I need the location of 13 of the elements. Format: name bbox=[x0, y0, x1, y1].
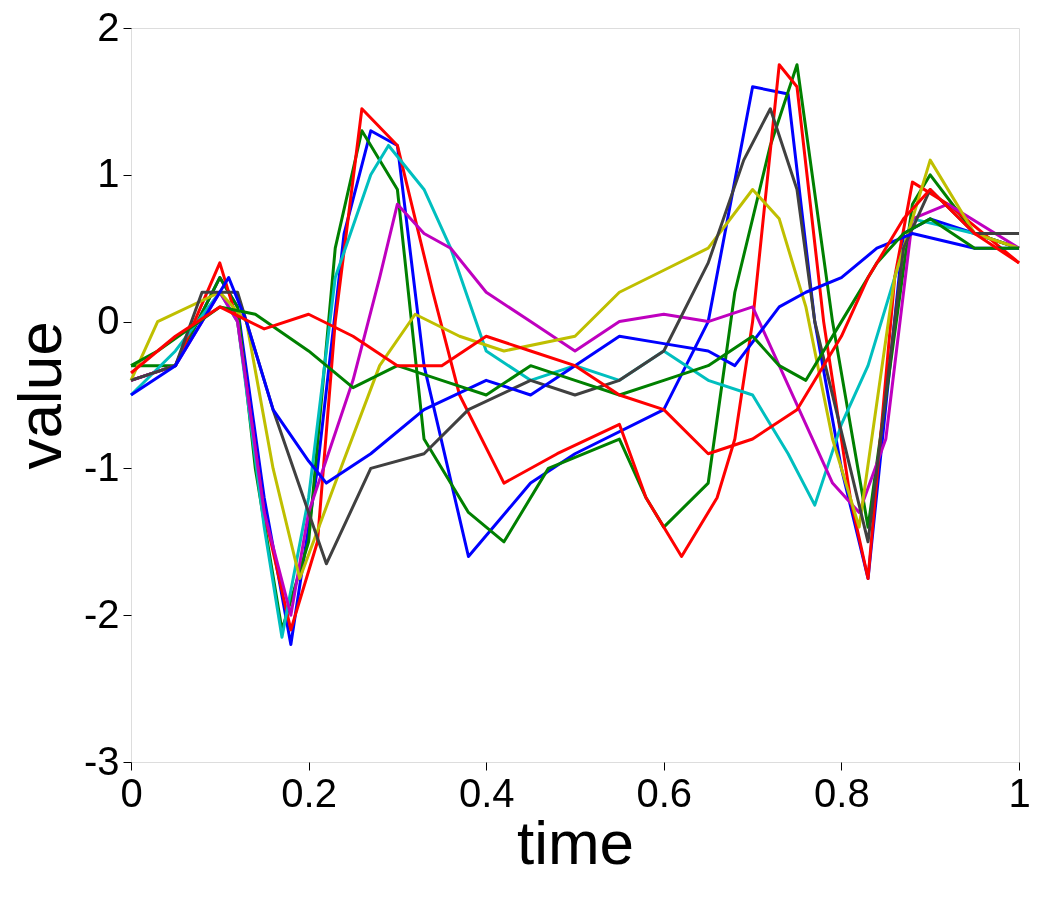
y-tick-label: -3 bbox=[83, 738, 120, 783]
y-axis-title: value bbox=[4, 321, 74, 470]
y-tick-label: 0 bbox=[97, 298, 120, 343]
x-tick-label: 1 bbox=[1008, 770, 1031, 815]
y-tick-label: -1 bbox=[83, 444, 120, 489]
x-axis-title: time bbox=[516, 807, 635, 877]
y-tick-label: 1 bbox=[97, 151, 120, 196]
y-tick-label: 2 bbox=[97, 4, 120, 49]
x-tick-label: 0.6 bbox=[636, 770, 693, 815]
x-tick-label: 0.4 bbox=[458, 770, 515, 815]
x-tick-label: 0.8 bbox=[814, 770, 870, 815]
x-tick-label: 0.2 bbox=[281, 770, 337, 815]
y-tick-label: -2 bbox=[83, 591, 120, 636]
